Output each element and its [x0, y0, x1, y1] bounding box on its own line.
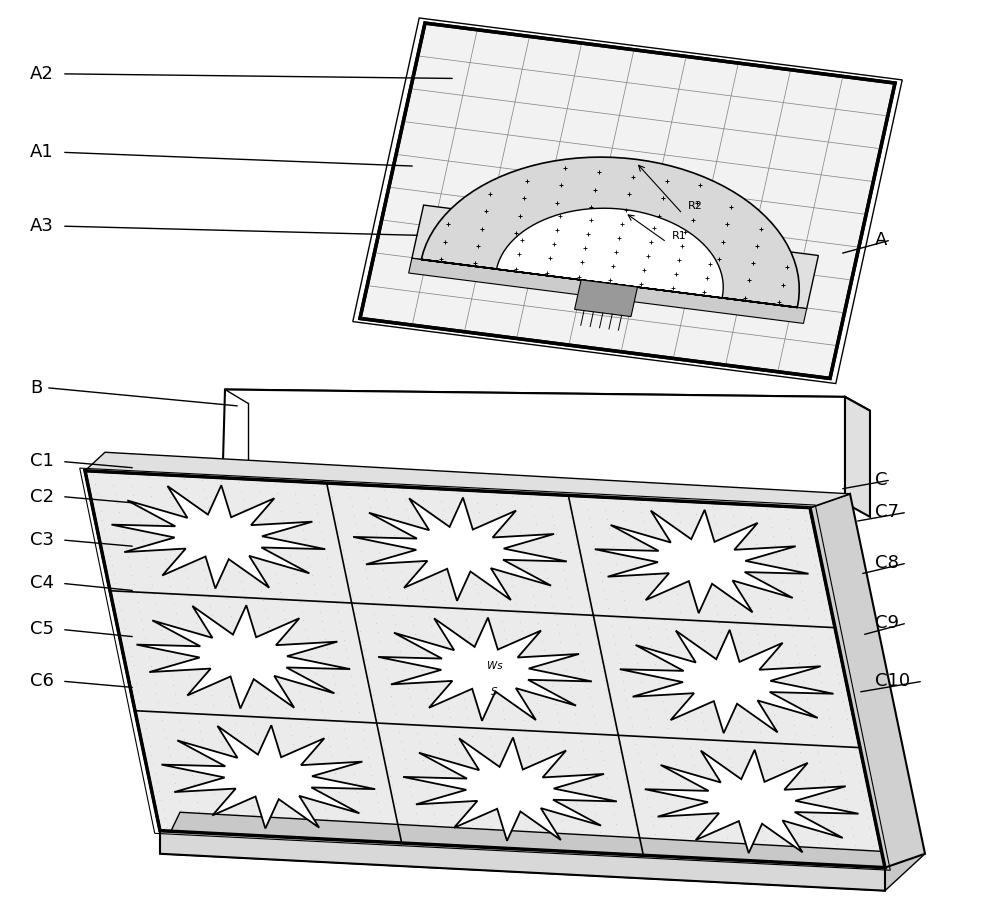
Polygon shape: [810, 494, 925, 868]
Polygon shape: [222, 390, 845, 503]
Polygon shape: [496, 209, 723, 298]
Polygon shape: [160, 812, 925, 891]
Text: C2: C2: [30, 487, 54, 506]
Text: C5: C5: [30, 620, 54, 639]
Polygon shape: [85, 471, 885, 868]
Polygon shape: [111, 485, 325, 589]
Polygon shape: [845, 397, 870, 517]
Text: C7: C7: [875, 503, 899, 521]
Polygon shape: [412, 205, 818, 308]
Polygon shape: [421, 157, 799, 307]
Polygon shape: [353, 497, 567, 601]
Polygon shape: [136, 605, 350, 709]
Text: C: C: [875, 471, 888, 489]
Polygon shape: [409, 258, 807, 323]
Text: C3: C3: [30, 531, 54, 549]
Polygon shape: [225, 390, 870, 411]
Text: R2: R2: [688, 201, 702, 211]
Text: C6: C6: [30, 672, 54, 690]
Polygon shape: [360, 23, 895, 378]
Polygon shape: [595, 509, 809, 613]
Polygon shape: [160, 831, 885, 891]
Text: S: S: [491, 687, 497, 697]
Text: A2: A2: [30, 65, 54, 83]
Polygon shape: [575, 280, 638, 317]
Polygon shape: [161, 725, 375, 829]
Text: C9: C9: [875, 614, 899, 632]
Polygon shape: [645, 749, 859, 853]
Polygon shape: [378, 617, 592, 721]
Text: A1: A1: [30, 143, 54, 162]
Text: R1: R1: [672, 232, 686, 242]
Polygon shape: [620, 629, 834, 733]
Text: A: A: [875, 231, 887, 249]
Text: C1: C1: [30, 452, 54, 471]
Text: C10: C10: [875, 672, 910, 690]
Text: Ws: Ws: [487, 661, 503, 671]
Text: C8: C8: [875, 554, 899, 572]
Text: A3: A3: [30, 217, 54, 235]
Polygon shape: [85, 452, 850, 508]
Polygon shape: [403, 737, 617, 841]
Text: B: B: [30, 378, 42, 397]
Text: C4: C4: [30, 574, 54, 593]
